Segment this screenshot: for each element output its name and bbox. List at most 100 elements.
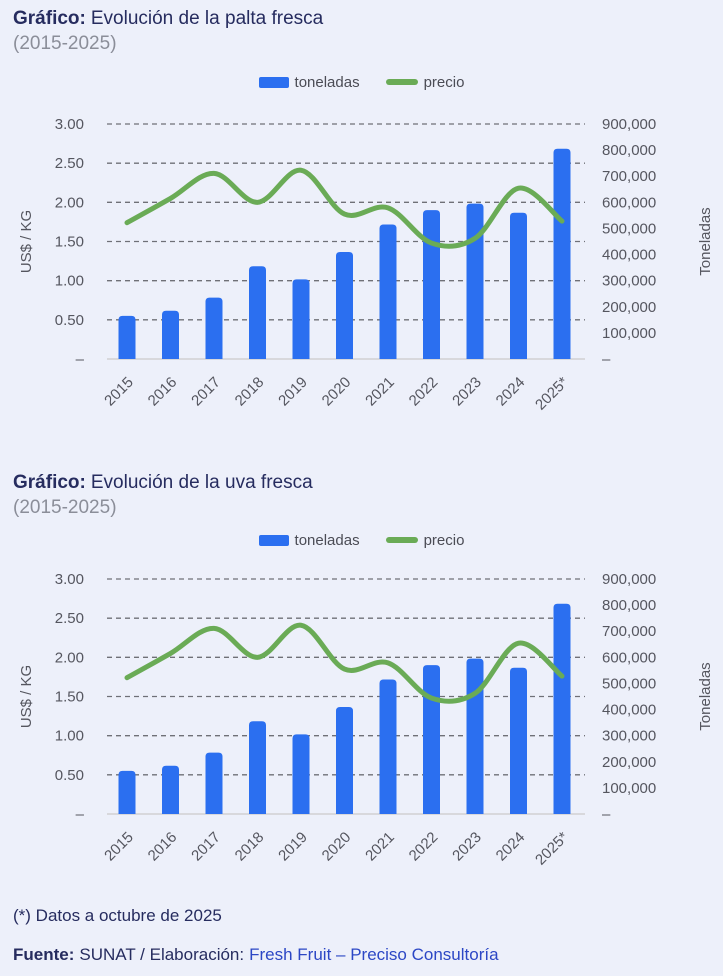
right-axis-tick: 800,000 <box>602 142 656 159</box>
bar-2018 <box>249 721 266 814</box>
bar-2017 <box>205 297 223 359</box>
bar-2025* <box>553 148 571 359</box>
precio-swatch-icon <box>385 79 418 85</box>
left-axis-tick: 3.00 <box>55 116 84 133</box>
bar-2024 <box>510 667 527 814</box>
x-axis-label: 2023 <box>449 374 485 410</box>
chart-title-text: Evolución de la uva fresca <box>90 472 313 493</box>
palta-chart-legend: toneladas precio <box>0 72 723 92</box>
left-axis-tick: 1.50 <box>55 234 84 251</box>
left-axis-tick: 1.00 <box>55 728 84 745</box>
source-label: Fuente: <box>13 945 75 964</box>
right-axis-tick: 300,000 <box>602 728 656 745</box>
left-axis-tick: – <box>76 351 85 368</box>
right-axis-tick: 200,000 <box>602 299 656 316</box>
right-axis-tick: 100,000 <box>602 780 656 797</box>
right-axis-title: Toneladas <box>697 662 714 730</box>
left-axis-tick: 2.00 <box>55 194 84 211</box>
left-axis-title: US$ / KG <box>18 210 35 273</box>
right-axis-tick: 300,000 <box>602 273 656 290</box>
x-axis-label: 2025* <box>532 374 572 414</box>
x-axis-label: 2020 <box>319 829 355 865</box>
x-axis-label: 2022 <box>406 829 442 865</box>
legend-item-precio: precio <box>385 73 465 91</box>
bar-2019 <box>292 279 310 359</box>
bar-2021 <box>379 224 397 359</box>
right-axis-tick: 500,000 <box>602 220 656 237</box>
source-link[interactable]: Fresh Fruit – Preciso Consultoría <box>249 945 499 964</box>
right-axis-tick: 400,000 <box>602 247 656 264</box>
toneladas-swatch-icon <box>258 534 289 546</box>
x-axis-label: 2015 <box>101 374 137 410</box>
right-axis-title: Toneladas <box>697 207 714 275</box>
right-axis-tick: 200,000 <box>602 754 656 771</box>
right-axis-tick: – <box>602 351 611 368</box>
bar-2019 <box>292 734 310 814</box>
legend-label-precio: precio <box>423 73 465 91</box>
bar-2023 <box>466 658 484 814</box>
x-axis-label: 2018 <box>232 374 268 410</box>
uva-chart-plot: 3.00 2.50 2.00 1.50 1.00 0.50 – 900,000 800,000 7… <box>18 571 714 869</box>
chart-title-prefix: Gráfico: <box>13 8 86 29</box>
x-axis-label: 2017 <box>188 374 224 410</box>
left-axis-title: US$ / KG <box>18 665 35 728</box>
chart-title-text: Evolución de la palta fresca <box>90 8 324 29</box>
x-axis-label: 2025* <box>532 829 572 869</box>
left-axis-tick: 1.50 <box>55 689 84 706</box>
left-axis-tick: – <box>76 806 85 823</box>
bar-2015 <box>118 770 136 814</box>
uva-chart-title: Gráfico: Evolución de la uva fresca <box>13 470 723 495</box>
x-axis-label: 2017 <box>188 829 224 865</box>
palta-chart-title: Gráfico: Evolución de la palta fresca <box>13 6 723 31</box>
bar-2020 <box>336 706 353 814</box>
left-axis-tick: 2.00 <box>55 649 84 666</box>
chart-title-prefix: Gráfico: <box>13 472 86 493</box>
right-axis-tick: 600,000 <box>602 194 656 211</box>
toneladas-bars <box>118 603 571 814</box>
bar-2023 <box>466 203 484 359</box>
x-axis-label: 2019 <box>275 374 311 410</box>
legend-item-precio: precio <box>385 531 465 549</box>
right-axis-tick: 700,000 <box>602 168 656 185</box>
bar-2017 <box>205 752 223 814</box>
left-axis-tick: 2.50 <box>55 155 84 172</box>
precio-line <box>124 167 565 249</box>
bar-2021 <box>379 679 397 814</box>
bar-2020 <box>336 251 353 359</box>
bar-2022 <box>423 210 440 359</box>
uva-chart-section: Gráfico: Evolución de la uva fresca (2015… <box>0 470 723 885</box>
palta-chart-plot: 3.00 2.50 2.00 1.50 1.00 0.50 – 900,000 800,000 7… <box>18 116 714 414</box>
precio-swatch-icon <box>385 537 418 543</box>
left-axis-tick: 1.00 <box>55 273 84 290</box>
bar-2022 <box>423 665 440 814</box>
left-axis-tick: 0.50 <box>55 312 84 329</box>
uva-chart-subtitle: (2015-2025) <box>13 497 117 518</box>
bar-2024 <box>510 212 527 359</box>
x-axis-label: 2016 <box>145 374 181 410</box>
x-axis-label: 2021 <box>362 374 398 410</box>
bar-2016 <box>162 765 179 814</box>
footnote: (*) Datos a octubre de 2025 <box>13 906 222 925</box>
x-axis-label: 2024 <box>493 374 529 410</box>
x-axis-label: 2019 <box>275 829 311 865</box>
right-axis-tick: 400,000 <box>602 702 656 719</box>
uva-chart-legend: toneladas precio <box>0 530 723 550</box>
x-axis-label: 2021 <box>362 829 398 865</box>
bar-2016 <box>162 310 179 359</box>
right-axis-tick: 900,000 <box>602 116 656 133</box>
legend-label-toneladas: toneladas <box>294 531 360 549</box>
source-line: Fuente: SUNAT / Elaboración: Fresh Fruit –… <box>13 943 499 967</box>
palta-chart-section: Gráfico: Evolución de la palta fresca (20… <box>0 6 723 430</box>
right-axis-tick: 100,000 <box>602 325 656 342</box>
right-axis-tick: – <box>602 806 611 823</box>
legend-label-toneladas: toneladas <box>294 73 360 91</box>
right-axis-tick: 700,000 <box>602 623 656 640</box>
x-axis-label: 2018 <box>232 829 268 865</box>
x-axis-label: 2023 <box>449 829 485 865</box>
legend-label-precio: precio <box>423 531 465 549</box>
right-axis-tick: 500,000 <box>602 675 656 692</box>
left-axis-tick: 0.50 <box>55 767 84 784</box>
palta-chart-subtitle: (2015-2025) <box>13 33 117 54</box>
right-axis-tick: 600,000 <box>602 649 656 666</box>
